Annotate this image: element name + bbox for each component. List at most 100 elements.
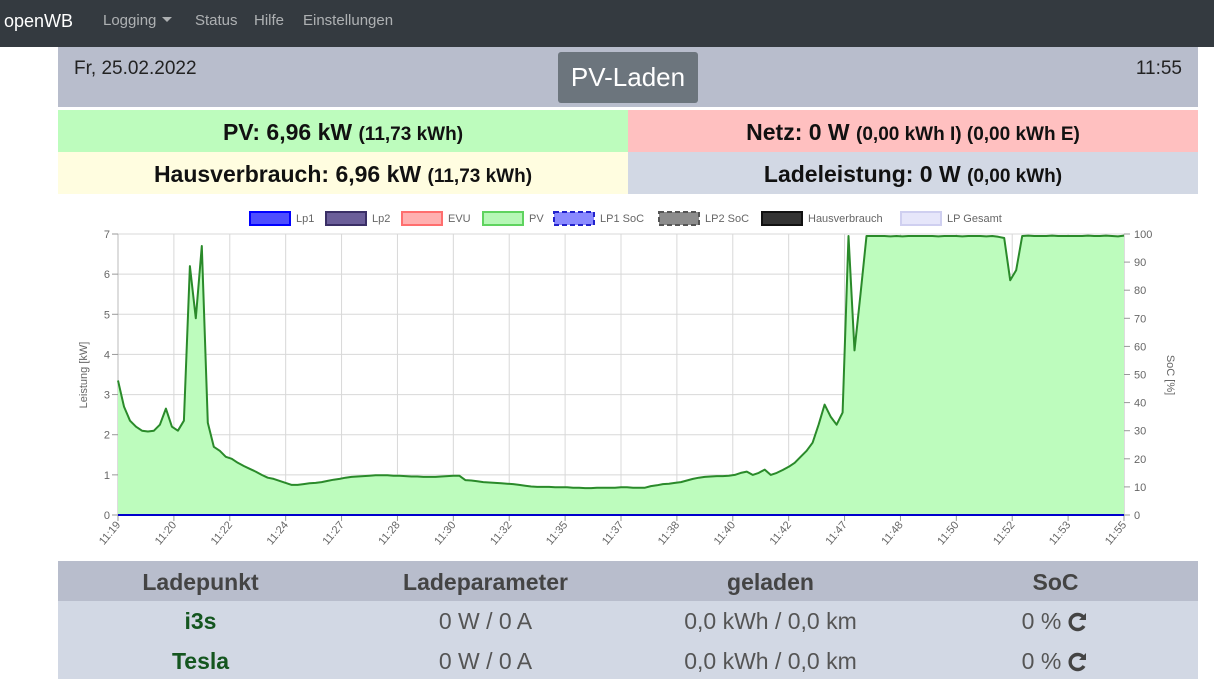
soc-value: 0 %	[1021, 648, 1062, 674]
lp-param: 0 W / 0 A	[438, 608, 533, 634]
y2-axis-ticks: 0 10 20 30 40 50 60 70 80 90 100	[1124, 229, 1152, 522]
reload-icon[interactable]	[1067, 612, 1089, 632]
lp-charged: 0,0 kWh / 0,0 km	[684, 648, 857, 674]
header-ladeparameter: Ladeparameter	[403, 569, 568, 595]
y2-tick-label: 70	[1134, 313, 1146, 325]
legend-swatch-lp-gesamt[interactable]	[900, 211, 942, 226]
y-tick-label: 2	[104, 430, 110, 442]
x-tick-label: 11:20	[153, 519, 179, 547]
date: Fr, 25.02.2022	[74, 58, 197, 79]
y2-tick-label: 30	[1134, 426, 1146, 438]
legend-label[interactable]: PV	[529, 213, 544, 225]
x-axis-ticks: 11:19 11:20 11:22 11:24 11:27 11:28 11:30 11:32…	[97, 515, 1129, 547]
reload-icon[interactable]	[1067, 652, 1089, 672]
legend-label[interactable]: LP2 SoC	[705, 213, 749, 225]
legend-swatch-evu[interactable]	[401, 211, 443, 226]
y2-tick-label: 20	[1134, 454, 1146, 466]
time: 11:55	[1135, 58, 1182, 79]
lp-soc: 0 %	[913, 601, 1198, 641]
header-geladen: geladen	[727, 569, 814, 595]
y-tick-label: 0	[104, 510, 110, 522]
legend-label[interactable]: Lp2	[372, 213, 390, 225]
nav-einstellungen[interactable]: Einstellungen	[303, 12, 394, 29]
legend-label[interactable]: LP Gesamt	[947, 213, 1002, 225]
legend-label[interactable]: Lp1	[296, 213, 314, 225]
x-tick-label: 11:55	[1103, 519, 1129, 547]
y2-tick-label: 80	[1134, 285, 1146, 297]
netz-label: Netz: 0 W	[746, 119, 850, 145]
chart-series	[117, 234, 1125, 516]
lade-sub: (0,00 kWh)	[967, 166, 1063, 187]
y-tick-label: 3	[104, 390, 110, 402]
x-tick-label: 11:53	[1047, 519, 1073, 547]
nav-logging[interactable]: Logging	[103, 12, 173, 29]
nav-hilfe[interactable]: Hilfe	[254, 12, 285, 29]
y-tick-label: 5	[104, 309, 110, 321]
legend-label[interactable]: Hausverbrauch	[808, 213, 883, 225]
y-tick-label: 6	[104, 269, 110, 281]
haus-sub: (11,73 kWh)	[427, 166, 533, 187]
netz-summary: Netz: 0 W (0,00 kWh I) (0,00 kWh E)	[628, 110, 1198, 152]
legend-swatch-lp2[interactable]	[325, 211, 367, 226]
soc-value: 0 %	[1021, 608, 1062, 634]
legend-swatch-lp1-soc[interactable]	[553, 211, 595, 226]
power-chart: Lp1 Lp2 EVU PV LP1 SoC LP2 SoC Hausverbrauch LP…	[78, 211, 1176, 547]
x-tick-label: 11:38	[656, 519, 682, 547]
y2-tick-label: 50	[1134, 370, 1146, 382]
x-tick-label: 11:28	[376, 519, 402, 547]
x-tick-label: 11:35	[544, 519, 570, 547]
navbar: openWB Logging Status Hilfe Einstellunge…	[0, 0, 1214, 47]
pv-label: PV: 6,96 kW	[222, 119, 353, 145]
y-axis-label: Leistung [kW]	[78, 342, 90, 409]
x-tick-label: 11:32	[488, 519, 514, 547]
netz-sub: (0,00 kWh I) (0,00 kWh E)	[856, 124, 1080, 145]
lp-name-tesla[interactable]: Tesla	[171, 648, 230, 674]
legend-label[interactable]: EVU	[448, 213, 471, 225]
chart-legend: Lp1 Lp2 EVU PV LP1 SoC LP2 SoC Hausverbrauch LP…	[249, 211, 1002, 226]
table-header: Ladepunkt Ladeparameter geladen SoC	[58, 561, 1198, 601]
y2-axis-label: SoC [%]	[1164, 355, 1176, 395]
y2-tick-label: 60	[1134, 341, 1146, 353]
y2-tick-label: 0	[1134, 510, 1140, 522]
nav-status[interactable]: Status	[195, 12, 238, 29]
legend-swatch-lp2-soc[interactable]	[658, 211, 700, 226]
y2-tick-label: 100	[1134, 229, 1152, 241]
header-bar: Fr, 25.02.2022 PV-Laden 11:55	[58, 47, 1198, 107]
legend-swatch-hausverbrauch[interactable]	[761, 211, 803, 226]
x-tick-label: 11:24	[265, 519, 291, 547]
lp-name-i3s[interactable]: i3s	[184, 608, 217, 634]
x-tick-label: 11:50	[935, 519, 961, 547]
x-tick-label: 11:37	[600, 519, 626, 547]
y2-tick-label: 40	[1134, 398, 1146, 410]
x-tick-label: 11:27	[320, 519, 346, 547]
x-tick-label: 11:22	[209, 519, 235, 547]
y-tick-label: 4	[104, 349, 110, 361]
y-axis-ticks: 0 1 2 3 4 5 6 7	[104, 229, 118, 522]
legend-label[interactable]: LP1 SoC	[600, 213, 644, 225]
pv-sub: (11,73 kWh)	[358, 124, 464, 145]
y-tick-label: 7	[104, 229, 110, 241]
pv-summary: PV: 6,96 kW (11,73 kWh)	[58, 110, 628, 152]
chevron-down-icon	[162, 17, 173, 22]
haus-label: Hausverbrauch: 6,96 kW	[153, 161, 422, 187]
legend-swatch-lp1[interactable]	[249, 211, 291, 226]
lade-label: Ladeleistung: 0 W	[763, 161, 961, 187]
x-tick-label: 11:40	[712, 519, 738, 547]
x-tick-label: 11:52	[991, 519, 1017, 547]
lade-summary: Ladeleistung: 0 W (0,00 kWh)	[628, 152, 1198, 194]
lp-param: 0 W / 0 A	[438, 648, 533, 674]
pv-area	[118, 235, 1124, 515]
pv-line	[117, 234, 1125, 490]
brand[interactable]: openWB	[4, 11, 74, 31]
y-tick-label: 1	[104, 470, 110, 482]
table-body: i3s 0 W / 0 A 0,0 kWh / 0,0 km 0 % Tesla…	[58, 601, 1198, 679]
y2-tick-label: 10	[1134, 482, 1146, 494]
charge-mode-button[interactable]: PV-Laden	[558, 52, 698, 103]
x-tick-label: 11:19	[97, 519, 123, 547]
x-tick-label: 11:30	[432, 519, 458, 547]
x-tick-label: 11:47	[823, 519, 849, 547]
lp-charged: 0,0 kWh / 0,0 km	[684, 608, 857, 634]
lp-soc: 0 %	[913, 641, 1198, 681]
haus-summary: Hausverbrauch: 6,96 kW (11,73 kWh)	[58, 152, 628, 194]
legend-swatch-pv[interactable]	[482, 211, 524, 226]
